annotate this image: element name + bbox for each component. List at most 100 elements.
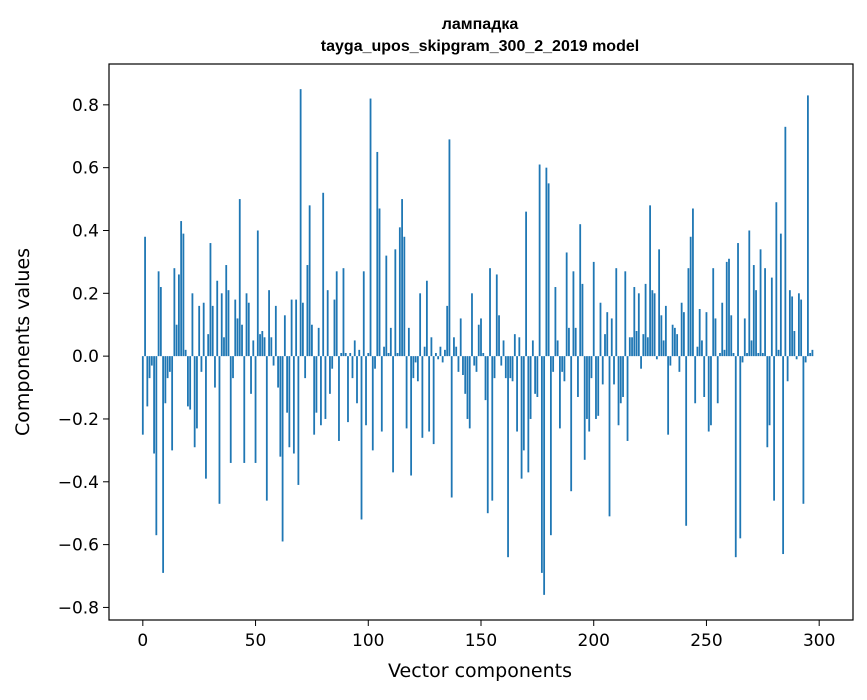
bar	[322, 192, 325, 357]
bar	[320, 356, 322, 426]
bar	[448, 139, 451, 357]
bar	[157, 271, 160, 357]
bar	[340, 352, 343, 357]
bar	[536, 356, 539, 397]
bar	[761, 352, 764, 357]
bar	[168, 356, 171, 372]
bar	[640, 356, 642, 369]
bar	[229, 356, 232, 463]
bar	[586, 356, 588, 419]
bar	[495, 274, 498, 357]
y-tick-label: 0.6	[72, 159, 99, 179]
bar	[721, 302, 724, 357]
bar	[552, 356, 555, 372]
bar	[667, 356, 670, 435]
y-tick-label: 0.8	[72, 96, 99, 116]
x-tick-label: 150	[465, 631, 497, 651]
bar	[378, 208, 381, 357]
bar	[748, 230, 751, 357]
bar	[450, 356, 453, 498]
bar	[401, 199, 403, 357]
x-axis-ticks: 0 50 100 150 200 250 300	[137, 620, 835, 651]
y-tick-label: 0.2	[72, 284, 99, 304]
bar	[651, 290, 654, 357]
bar	[419, 293, 422, 357]
x-tick-label: 0	[137, 631, 148, 651]
bar	[547, 183, 550, 357]
bar	[791, 296, 794, 357]
bar	[387, 352, 390, 357]
bar	[696, 346, 699, 357]
bar	[351, 356, 354, 379]
bar	[315, 356, 318, 413]
bar	[556, 340, 559, 357]
bar	[214, 356, 216, 388]
chart-subtitle: tayga_upos_skipgram_300_2_2019 model	[321, 38, 639, 55]
bar	[304, 356, 307, 379]
x-tick-label: 200	[578, 631, 610, 651]
bar	[326, 290, 329, 357]
bar	[554, 287, 557, 357]
bar	[660, 315, 663, 357]
bar	[301, 302, 304, 357]
bar	[466, 356, 469, 419]
bar	[498, 315, 500, 357]
bar	[538, 164, 541, 357]
bar	[189, 356, 192, 410]
bar	[331, 356, 334, 369]
bar	[394, 249, 397, 357]
bar	[177, 274, 180, 357]
bar	[653, 293, 656, 357]
y-tick-label: 0.4	[72, 221, 99, 241]
bar	[730, 315, 733, 357]
bar	[333, 299, 336, 357]
bar	[380, 356, 383, 432]
bar	[782, 356, 785, 555]
bar	[644, 283, 647, 357]
bar	[669, 356, 672, 366]
bar	[198, 305, 201, 357]
bar	[182, 233, 185, 357]
bar	[764, 268, 766, 357]
bar	[403, 236, 406, 357]
bar	[425, 280, 428, 357]
bar	[360, 356, 363, 520]
bar	[606, 312, 609, 357]
bar	[795, 356, 798, 360]
bar	[649, 205, 651, 357]
bar	[247, 302, 250, 357]
bar	[802, 356, 805, 504]
bar	[563, 356, 566, 382]
bar	[308, 205, 311, 357]
bar	[770, 277, 773, 357]
bar	[205, 356, 207, 479]
bar	[637, 293, 640, 357]
bar	[437, 356, 440, 360]
bar	[223, 337, 225, 357]
bar	[619, 356, 622, 404]
y-tick-label: −0.6	[58, 536, 99, 556]
bar	[705, 312, 708, 357]
bar	[477, 324, 480, 357]
bar	[202, 302, 205, 357]
bar	[353, 340, 356, 357]
bar	[410, 356, 413, 476]
bar	[664, 305, 667, 357]
bar	[439, 346, 442, 357]
bar	[520, 356, 523, 479]
bar	[522, 356, 525, 451]
bar	[344, 352, 347, 357]
bar	[484, 356, 487, 401]
y-axis-label: Components values	[12, 248, 34, 436]
bar	[511, 356, 514, 382]
bar	[804, 356, 807, 363]
bar	[633, 287, 636, 357]
x-tick-label: 300	[803, 631, 835, 651]
bar	[741, 356, 744, 363]
bar	[784, 126, 787, 357]
bar	[768, 356, 771, 426]
bar	[211, 305, 214, 357]
bar	[259, 334, 261, 357]
bar	[225, 265, 228, 357]
